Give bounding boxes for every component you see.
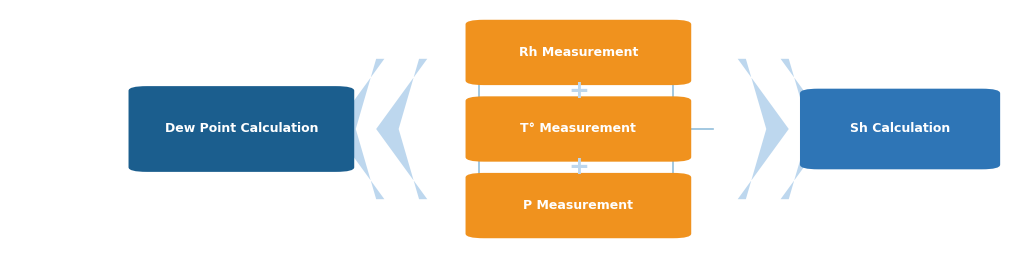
Text: Sh Calculation: Sh Calculation [850, 123, 950, 135]
FancyBboxPatch shape [466, 96, 691, 162]
FancyBboxPatch shape [129, 86, 354, 172]
Polygon shape [333, 59, 384, 199]
Polygon shape [737, 59, 788, 199]
Text: +: + [568, 79, 589, 103]
Text: P Measurement: P Measurement [523, 199, 634, 212]
Text: Dew Point Calculation: Dew Point Calculation [165, 123, 318, 135]
FancyBboxPatch shape [466, 20, 691, 85]
Polygon shape [376, 59, 427, 199]
FancyBboxPatch shape [800, 89, 1000, 169]
FancyBboxPatch shape [466, 173, 691, 238]
Text: +: + [568, 155, 589, 179]
Text: Rh Measurement: Rh Measurement [519, 46, 638, 59]
Polygon shape [780, 59, 831, 199]
Text: T° Measurement: T° Measurement [520, 123, 636, 135]
